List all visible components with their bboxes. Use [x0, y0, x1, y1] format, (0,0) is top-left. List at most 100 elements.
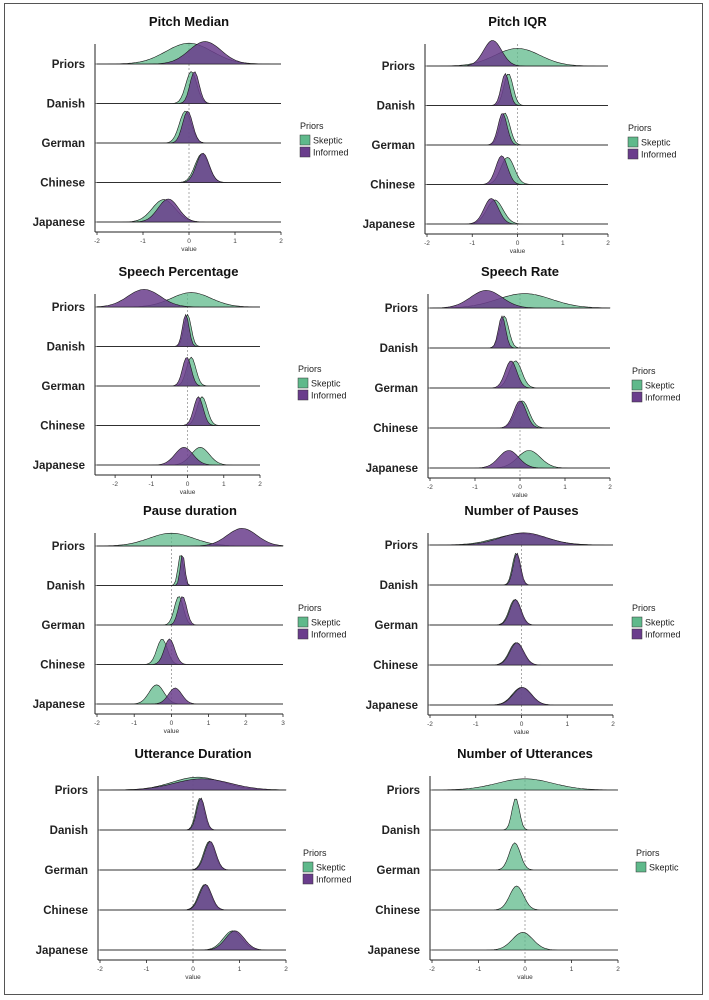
x-tick-label: 1 — [565, 721, 569, 728]
legend-swatch-skeptic — [631, 379, 643, 391]
x-tick-label: -1 — [476, 966, 482, 973]
category-label: Chinese — [375, 905, 420, 917]
density-ridge-informed — [430, 290, 610, 309]
density-ridge-skeptic — [97, 684, 283, 705]
x-tick-label: 2 — [258, 481, 262, 488]
density-ridge-informed — [427, 72, 608, 106]
legend-title: Priors — [628, 123, 652, 133]
legend-label: Skeptic — [311, 618, 341, 628]
legend-swatch-skeptic — [297, 616, 309, 628]
density-ridge-skeptic — [432, 932, 618, 951]
density-ridge-informed — [97, 71, 281, 104]
x-axis-label: value — [517, 974, 533, 981]
category-label: Priors — [385, 540, 418, 552]
x-axis-label: value — [510, 248, 526, 255]
x-axis-label: value — [180, 489, 196, 496]
category-label: Chinese — [40, 178, 85, 190]
category-label: Priors — [55, 785, 88, 797]
legend-label: Skeptic — [645, 381, 675, 391]
category-label: Priors — [382, 61, 415, 73]
x-tick-label: 0 — [518, 484, 522, 491]
category-label: Chinese — [373, 660, 418, 672]
density-ridge-informed — [97, 687, 283, 705]
category-label: German — [42, 138, 85, 150]
density-ridge-skeptic — [97, 639, 283, 665]
category-label: German — [375, 383, 418, 395]
chart-title: Pause duration — [143, 503, 237, 518]
x-tick-label: 0 — [186, 481, 190, 488]
x-tick-label: -2 — [97, 966, 103, 973]
legend-title: Priors — [303, 848, 327, 858]
category-label: Danish — [377, 101, 415, 113]
x-tick-label: 0 — [191, 966, 195, 973]
density-ridge-informed — [97, 152, 281, 183]
x-tick-label: 1 — [563, 484, 567, 491]
category-label: Priors — [385, 303, 418, 315]
chart-title: Pitch IQR — [488, 14, 547, 29]
density-ridge-informed — [97, 396, 260, 426]
category-label: Danish — [50, 825, 88, 837]
legend-swatch-skeptic — [627, 136, 639, 148]
density-ridge-informed — [97, 313, 260, 347]
density-ridge-informed — [430, 687, 613, 706]
x-tick-label: -2 — [94, 238, 100, 245]
x-axis-label: value — [514, 729, 530, 736]
chart-panel: Pause duration Priors Danish German Chinese J… — [33, 503, 347, 735]
legend-label: Informed — [645, 630, 681, 640]
legend-label: Skeptic — [313, 136, 343, 146]
category-label: Chinese — [40, 421, 85, 433]
chart-panel: Number of Utterances Priors Danish German Ch… — [368, 746, 679, 981]
chart-panel: Speech Rate Priors Danish German Chinese Japa… — [366, 264, 681, 499]
legend-label: Informed — [645, 393, 681, 403]
category-label: German — [375, 620, 418, 632]
category-label: Japanese — [33, 217, 85, 229]
x-tick-label: -1 — [469, 240, 475, 247]
density-ridge-informed — [430, 552, 613, 586]
chart-title: Number of Pauses — [464, 503, 578, 518]
legend-label: Skeptic — [641, 138, 671, 148]
x-axis-label: value — [185, 974, 201, 981]
legend-swatch-informed — [297, 628, 309, 640]
density-ridge-informed — [100, 797, 286, 831]
chart-title: Speech Percentage — [119, 264, 239, 279]
x-tick-label: 1 — [233, 238, 237, 245]
x-tick-label: 2 — [611, 721, 615, 728]
category-label: German — [42, 381, 85, 393]
category-label: Priors — [52, 59, 85, 71]
category-label: Japanese — [36, 945, 88, 957]
x-tick-label: 0 — [170, 720, 174, 727]
category-label: Priors — [52, 541, 85, 553]
density-ridge-informed — [430, 450, 610, 469]
density-ridge-informed — [100, 884, 286, 911]
category-label: Japanese — [33, 699, 85, 711]
legend-swatch-skeptic — [297, 377, 309, 389]
x-tick-label: 0 — [520, 721, 524, 728]
density-ridge-informed — [100, 778, 287, 791]
density-ridge-informed — [100, 930, 286, 951]
legend-title: Priors — [298, 364, 322, 374]
density-ridge-informed — [430, 315, 610, 349]
x-tick-label: 2 — [244, 720, 248, 727]
legend-label: Informed — [311, 630, 347, 640]
density-ridge-informed — [97, 638, 283, 665]
category-label: German — [45, 865, 88, 877]
category-label: Chinese — [370, 180, 415, 192]
density-ridge-informed — [430, 642, 613, 666]
legend-label: Informed — [316, 875, 352, 885]
density-ridge-informed — [430, 360, 610, 389]
x-tick-label: -1 — [473, 721, 479, 728]
x-tick-label: 1 — [561, 240, 565, 247]
category-label: German — [372, 140, 415, 152]
density-ridge-informed — [97, 554, 283, 586]
x-tick-label: -1 — [472, 484, 478, 491]
density-ridge-skeptic — [427, 48, 608, 67]
density-ridge-informed — [430, 532, 613, 546]
x-tick-label: 2 — [284, 966, 288, 973]
chart-panel: Speech Percentage Priors Danish German Chine… — [33, 264, 347, 496]
category-label: Japanese — [368, 945, 420, 957]
legend-title: Priors — [632, 366, 656, 376]
density-ridge-informed — [97, 596, 283, 626]
legend-swatch-informed — [299, 146, 311, 158]
density-ridge-skeptic — [431, 778, 619, 791]
